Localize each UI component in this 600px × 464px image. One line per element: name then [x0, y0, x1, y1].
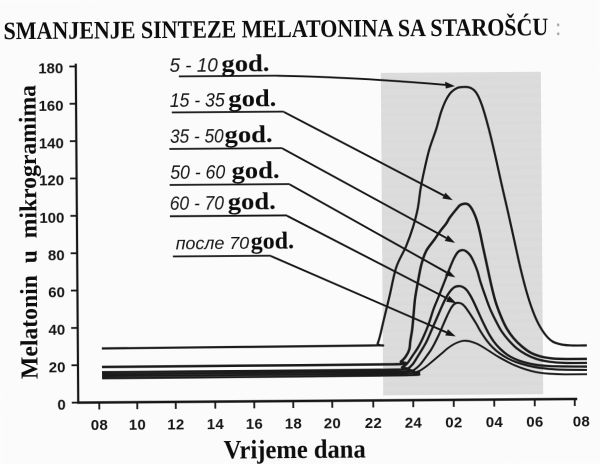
svg-text:10: 10 — [129, 417, 146, 434]
svg-text:02: 02 — [445, 414, 462, 431]
svg-text:140: 140 — [39, 135, 64, 152]
svg-text:08: 08 — [91, 417, 108, 434]
svg-text:god.: god. — [251, 228, 295, 255]
svg-text:80: 80 — [48, 247, 65, 264]
svg-text:.: . — [245, 237, 248, 251]
svg-text:god.: god. — [228, 85, 276, 112]
svg-text:180: 180 — [38, 60, 63, 77]
svg-text:god.: god. — [231, 157, 279, 184]
svg-text:14: 14 — [207, 416, 225, 433]
svg-text:06: 06 — [526, 414, 543, 431]
svg-text:60 - 70: 60 - 70 — [170, 194, 225, 215]
svg-text:god.: god. — [221, 50, 269, 77]
svg-text:100: 100 — [39, 210, 64, 227]
svg-text:24: 24 — [405, 415, 423, 432]
svg-text:50 - 60: 50 - 60 — [170, 162, 226, 183]
svg-text:god.: god. — [228, 188, 276, 215]
svg-text:0: 0 — [57, 397, 65, 414]
svg-text:20: 20 — [324, 415, 341, 432]
svg-text:5 - 10: 5 - 10 — [169, 56, 218, 77]
svg-text:40: 40 — [48, 322, 65, 339]
svg-text:20: 20 — [49, 359, 66, 376]
svg-text:после 70: после 70 — [176, 233, 250, 254]
svg-text:160: 160 — [38, 98, 63, 115]
svg-text:120: 120 — [39, 172, 64, 189]
svg-text:35 - 50: 35 - 50 — [170, 127, 224, 148]
svg-text:16: 16 — [246, 416, 263, 433]
svg-text:08: 08 — [573, 413, 590, 430]
svg-text:18: 18 — [285, 415, 302, 432]
svg-text:04: 04 — [486, 414, 504, 431]
svg-text:12: 12 — [167, 416, 184, 433]
svg-text:22: 22 — [365, 415, 382, 432]
svg-text:god.: god. — [224, 121, 272, 148]
svg-text:Melatonin u mikrogramima: Melatonin u mikrogramima — [15, 85, 43, 379]
svg-text:60: 60 — [48, 284, 65, 301]
svg-text:15 - 35: 15 - 35 — [170, 91, 226, 112]
